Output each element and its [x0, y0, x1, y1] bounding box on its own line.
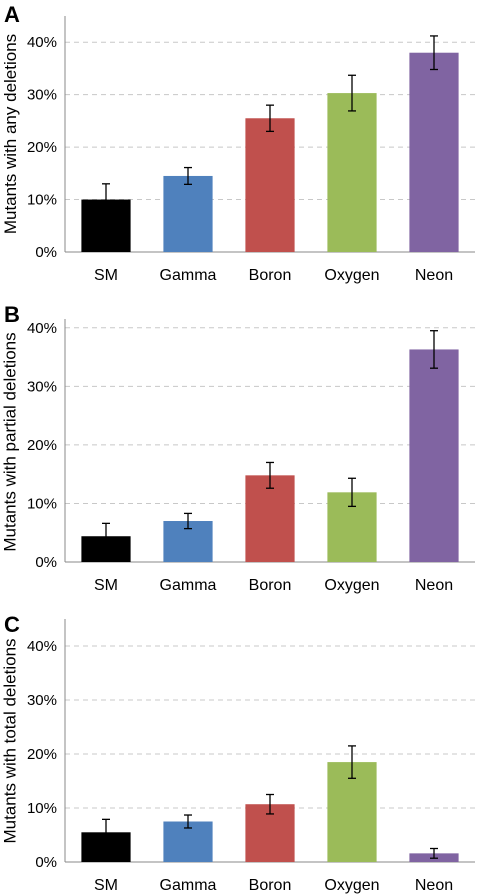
panel-label-a: A	[4, 2, 20, 27]
x-tick-label-b-sm: SM	[94, 577, 118, 594]
y-tick-label-c: 40%	[27, 638, 57, 655]
bar-chart-b: 0% 10% 20% 30% 40% SM Gamma Boron Oxygen Neon	[27, 319, 475, 594]
y-tick-label-c: 20%	[27, 746, 57, 763]
x-tick-label-b-oxygen: Oxygen	[324, 577, 379, 594]
x-tick-label-a-neon: Neon	[415, 267, 453, 284]
x-tick-label-c-neon: Neon	[415, 877, 453, 894]
y-tick-label-a: 40%	[27, 34, 57, 51]
x-tick-label-c-gamma: Gamma	[160, 877, 217, 894]
y-tick-label-a: 0%	[35, 244, 57, 261]
x-tick-label-b-boron: Boron	[249, 577, 292, 594]
x-tick-label-c-oxygen: Oxygen	[324, 877, 379, 894]
x-tick-label-a-boron: Boron	[249, 267, 292, 284]
chart-panel-b: B Mutants with partial deletions 0% 10% 20…	[0, 300, 484, 610]
x-tick-label-a-oxygen: Oxygen	[324, 267, 379, 284]
x-tick-label-a-sm: SM	[94, 267, 118, 284]
bar-chart-c: 0% 10% 20% 30% 40% SM Gamma Boron Oxygen Neon	[27, 619, 475, 894]
y-tick-label-c: 0%	[35, 854, 57, 871]
panel-label-c: C	[4, 612, 20, 637]
chart-panel-c: C Mutants with total deletions 0% 10% 20% 3…	[0, 610, 484, 895]
chart-panel-a: A Mutants with any deletions 0% 10% 20% 30%…	[0, 0, 484, 300]
y-tick-label-b: 10%	[27, 495, 57, 512]
y-tick-label-a: 10%	[27, 192, 57, 209]
y-tick-label-b: 0%	[35, 554, 57, 571]
x-tick-label-c-sm: SM	[94, 877, 118, 894]
panel-label-b: B	[4, 302, 20, 327]
y-tick-label-b: 40%	[27, 320, 57, 337]
x-tick-label-b-gamma: Gamma	[160, 577, 217, 594]
bar-a-boron	[245, 118, 295, 253]
y-tick-label-a: 30%	[27, 87, 57, 104]
y-tick-label-c: 10%	[27, 800, 57, 817]
bar-a-gamma	[163, 175, 213, 252]
bar-b-neon	[409, 349, 459, 562]
bar-b-boron	[245, 475, 295, 562]
bar-a-neon	[409, 52, 459, 252]
x-tick-label-a-gamma: Gamma	[160, 267, 217, 284]
y-tick-label-c: 30%	[27, 692, 57, 709]
y-tick-label-a: 20%	[27, 139, 57, 156]
y-tick-label-b: 20%	[27, 437, 57, 454]
bar-chart-a: 0% 10% 20% 30% 40% SM Gamma Boron Oxygen Neon	[27, 16, 475, 284]
bar-a-oxygen	[327, 93, 377, 253]
y-tick-label-b: 30%	[27, 378, 57, 395]
x-tick-label-b-neon: Neon	[415, 577, 453, 594]
x-tick-label-c-boron: Boron	[249, 877, 292, 894]
